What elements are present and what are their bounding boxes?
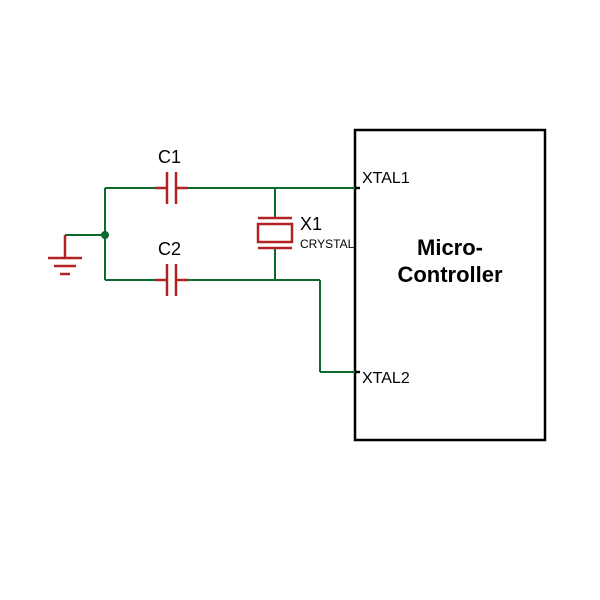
capacitor-c1 — [155, 172, 188, 204]
crystal-x1 — [258, 218, 292, 248]
junction-dot — [101, 231, 109, 239]
mcu-title-2: Controller — [397, 262, 503, 287]
crystal-label-type: CRYSTAL — [300, 237, 355, 251]
pin-xtal1-label: XTAL1 — [362, 170, 410, 187]
crystal-oscillator-schematic: Micro- Controller XTAL1 XTAL2 — [0, 0, 600, 600]
capacitor-c2 — [155, 264, 188, 296]
pin-xtal2-label: XTAL2 — [362, 370, 410, 387]
ground-symbol — [48, 235, 82, 274]
crystal-label-x1: X1 — [300, 214, 322, 234]
c2-label: C2 — [158, 239, 181, 259]
c1-label: C1 — [158, 147, 181, 167]
mcu-title-1: Micro- — [417, 235, 483, 260]
